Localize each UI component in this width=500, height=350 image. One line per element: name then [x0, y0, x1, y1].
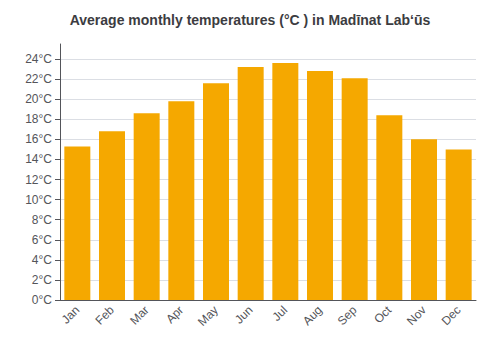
svg-text:16°C: 16°C	[25, 132, 52, 146]
svg-text:May: May	[195, 303, 221, 329]
svg-text:22°C: 22°C	[25, 72, 52, 86]
svg-text:Sep: Sep	[335, 303, 360, 328]
svg-text:Dec: Dec	[439, 303, 464, 328]
svg-text:Aug: Aug	[300, 303, 325, 328]
svg-text:Oct: Oct	[371, 303, 395, 327]
svg-text:Nov: Nov	[404, 303, 429, 328]
svg-text:Jul: Jul	[270, 303, 291, 324]
svg-text:Jan: Jan	[59, 303, 83, 327]
svg-text:12°C: 12°C	[25, 173, 52, 187]
svg-text:20°C: 20°C	[25, 92, 52, 106]
svg-text:14°C: 14°C	[25, 152, 52, 166]
svg-text:Apr: Apr	[163, 303, 186, 326]
svg-text:Average monthly temperatures (: Average monthly temperatures (°C ) in Ma…	[70, 12, 431, 28]
svg-text:24°C: 24°C	[25, 52, 52, 66]
svg-text:0°C: 0°C	[32, 293, 52, 307]
svg-text:6°C: 6°C	[32, 233, 52, 247]
svg-text:10°C: 10°C	[25, 193, 52, 207]
svg-text:Mar: Mar	[127, 303, 152, 327]
svg-text:18°C: 18°C	[25, 112, 52, 126]
svg-text:Feb: Feb	[92, 303, 117, 328]
svg-text:Jun: Jun	[232, 303, 256, 327]
svg-text:8°C: 8°C	[32, 213, 52, 227]
svg-text:2°C: 2°C	[32, 273, 52, 287]
svg-text:4°C: 4°C	[32, 253, 52, 267]
